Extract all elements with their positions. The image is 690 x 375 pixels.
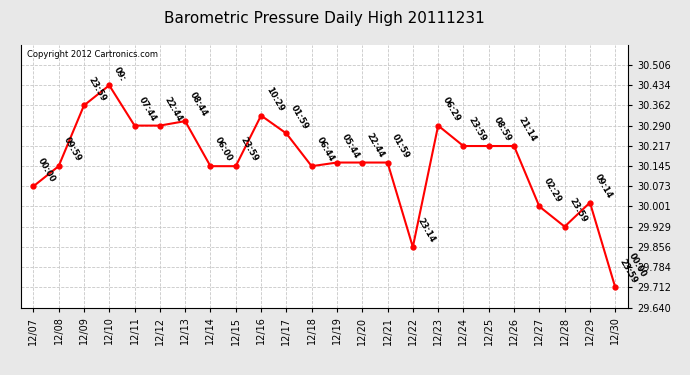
Text: 08:59: 08:59 xyxy=(491,116,513,143)
Text: 06:00: 06:00 xyxy=(213,136,235,164)
Text: 23:59: 23:59 xyxy=(239,136,259,164)
Text: 01:59: 01:59 xyxy=(289,103,311,130)
Text: 09:59: 09:59 xyxy=(61,136,83,164)
Text: 09:14: 09:14 xyxy=(593,172,614,200)
Text: 21:14: 21:14 xyxy=(517,116,538,143)
Text: 01:59: 01:59 xyxy=(391,132,411,160)
Text: Copyright 2012 Cartronics.com: Copyright 2012 Cartronics.com xyxy=(27,50,158,59)
Text: 22:44: 22:44 xyxy=(163,95,184,123)
Text: 09:: 09: xyxy=(112,65,127,82)
Text: 00:00: 00:00 xyxy=(36,156,57,183)
Text: 23:59: 23:59 xyxy=(466,116,487,143)
Text: 23:59: 23:59 xyxy=(87,75,108,103)
Text: 07:44: 07:44 xyxy=(137,95,159,123)
Text: 06:44: 06:44 xyxy=(315,136,335,164)
Text: 22:44: 22:44 xyxy=(365,132,386,160)
Text: 08:44: 08:44 xyxy=(188,91,209,118)
Text: 23:59: 23:59 xyxy=(567,196,589,224)
Text: 10:29: 10:29 xyxy=(264,85,285,113)
Text: 05:44: 05:44 xyxy=(339,132,361,160)
Text: 23:14: 23:14 xyxy=(415,217,437,244)
Text: Barometric Pressure Daily High 20111231: Barometric Pressure Daily High 20111231 xyxy=(164,11,484,26)
Text: 00:00
23:59: 00:00 23:59 xyxy=(618,252,648,285)
Text: 06:29: 06:29 xyxy=(441,95,462,123)
Text: 02:29: 02:29 xyxy=(542,176,563,204)
